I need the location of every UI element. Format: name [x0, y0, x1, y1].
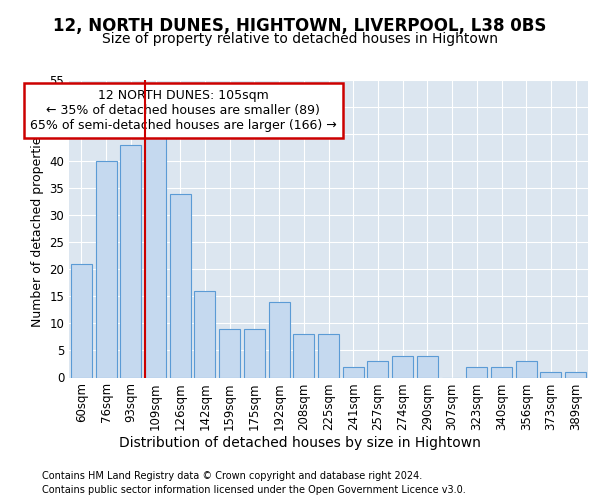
Bar: [541, 372, 562, 378]
Bar: [219, 329, 240, 378]
Bar: [516, 362, 537, 378]
Bar: [318, 334, 339, 378]
Bar: [343, 366, 364, 378]
Text: 12 NORTH DUNES: 105sqm
← 35% of detached houses are smaller (89)
65% of semi-det: 12 NORTH DUNES: 105sqm ← 35% of detached…: [30, 89, 337, 132]
Y-axis label: Number of detached properties: Number of detached properties: [31, 130, 44, 327]
Bar: [466, 366, 487, 378]
Bar: [417, 356, 438, 378]
Text: Distribution of detached houses by size in Hightown: Distribution of detached houses by size …: [119, 436, 481, 450]
Bar: [244, 329, 265, 378]
Bar: [170, 194, 191, 378]
Text: Contains public sector information licensed under the Open Government Licence v3: Contains public sector information licen…: [42, 485, 466, 495]
Bar: [145, 128, 166, 378]
Bar: [565, 372, 586, 378]
Bar: [71, 264, 92, 378]
Bar: [392, 356, 413, 378]
Text: Contains HM Land Registry data © Crown copyright and database right 2024.: Contains HM Land Registry data © Crown c…: [42, 471, 422, 481]
Bar: [491, 366, 512, 378]
Bar: [194, 291, 215, 378]
Bar: [95, 161, 116, 378]
Text: 12, NORTH DUNES, HIGHTOWN, LIVERPOOL, L38 0BS: 12, NORTH DUNES, HIGHTOWN, LIVERPOOL, L3…: [53, 18, 547, 36]
Bar: [269, 302, 290, 378]
Text: Size of property relative to detached houses in Hightown: Size of property relative to detached ho…: [102, 32, 498, 46]
Bar: [120, 145, 141, 378]
Bar: [293, 334, 314, 378]
Bar: [367, 362, 388, 378]
